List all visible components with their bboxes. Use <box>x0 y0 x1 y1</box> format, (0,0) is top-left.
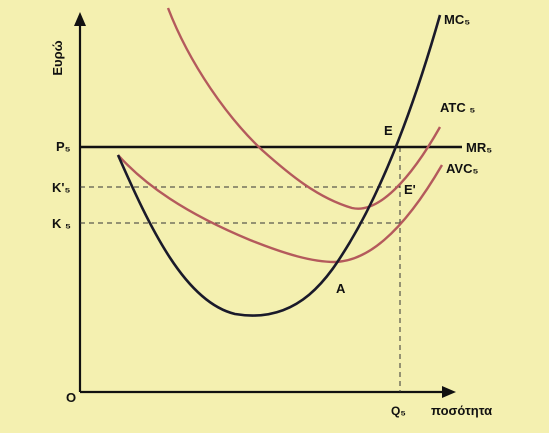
mr-label: MR₅ <box>466 140 492 155</box>
avc-curve <box>117 154 444 264</box>
atc-label: ATC ₅ <box>440 100 475 115</box>
x-axis-arrow <box>442 386 456 398</box>
y-axis-label: Ευρώ <box>50 40 65 75</box>
atc-curve <box>166 7 442 210</box>
avc-label: AVC₅ <box>446 161 478 176</box>
origin-label: O <box>66 390 76 405</box>
quantity-q-label: Q₅ <box>391 404 406 418</box>
mc-curve <box>116 14 442 317</box>
point-e-prime-label: E' <box>404 182 416 197</box>
point-e-label: E <box>384 123 393 138</box>
y-axis-arrow <box>74 12 86 26</box>
mc-label: MC₅ <box>444 12 470 27</box>
price-k-prime-label: K'₅ <box>52 180 70 195</box>
x-axis-label: ποσότητα <box>431 403 492 418</box>
point-a-label: A <box>336 281 346 296</box>
price-k-label: K ₅ <box>52 216 71 231</box>
price-p-label: P₅ <box>56 139 71 154</box>
